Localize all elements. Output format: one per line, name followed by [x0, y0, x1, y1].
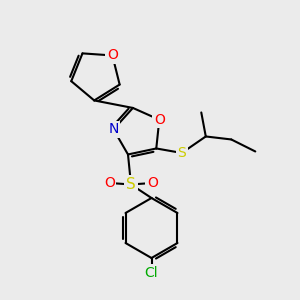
Text: O: O [154, 113, 165, 127]
Text: O: O [147, 176, 158, 190]
Text: O: O [107, 49, 118, 62]
Text: S: S [177, 146, 186, 160]
Text: Cl: Cl [145, 266, 158, 280]
Text: S: S [126, 177, 136, 192]
Text: N: N [108, 122, 119, 136]
Text: O: O [104, 176, 115, 190]
